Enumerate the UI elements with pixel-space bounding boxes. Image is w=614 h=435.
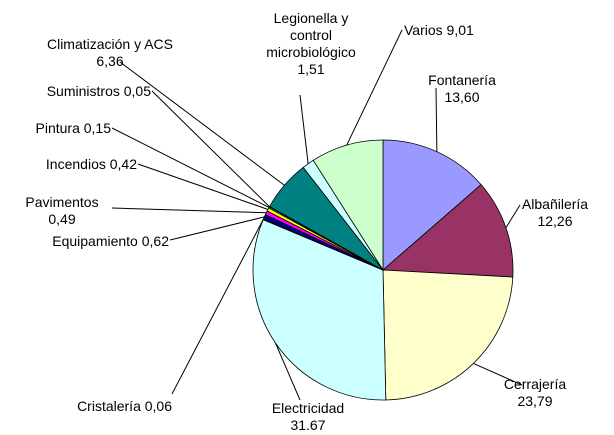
- leader-line: [299, 94, 309, 164]
- slice-name: Legionella y control microbiológico: [266, 10, 356, 60]
- slice-name: Albañilería: [521, 196, 589, 212]
- leader-line: [137, 163, 269, 210]
- slice-label: Incendios 0,42: [46, 156, 137, 173]
- slice-label: Electricidad 31.67: [256, 400, 360, 434]
- leader-line: [111, 207, 267, 214]
- pie-slice: [252, 219, 387, 401]
- slice-name: Cristalería: [77, 398, 141, 414]
- leader-line: [473, 362, 523, 386]
- slice-label: Cerrajería 23,79: [492, 376, 578, 410]
- leader-line: [151, 90, 270, 208]
- leader-line: [111, 127, 270, 208]
- slice-value: 31.67: [290, 417, 326, 433]
- leader-line: [169, 216, 265, 241]
- leader-line: [171, 219, 264, 395]
- slice-name: Pavimentos: [25, 194, 99, 210]
- slice-value: 1,51: [297, 61, 325, 77]
- slice-name: Incendios: [45, 156, 106, 172]
- slice-label: Climatización y ACS 6,36: [40, 36, 180, 70]
- slice-label: Suministros 0,05: [47, 83, 151, 100]
- slice-value: 13,60: [444, 89, 480, 105]
- pie-slice: [382, 269, 514, 401]
- slice-name: Equipamiento: [52, 233, 138, 249]
- slice-label: Fontanería 13,60: [420, 72, 504, 106]
- leader-line: [435, 87, 438, 152]
- slice-name: Pintura: [35, 120, 80, 136]
- slice-name: Climatización y ACS: [46, 36, 174, 52]
- slice-label: Albañilería 12,26: [512, 196, 598, 230]
- slice-label: Pavimentos 0,49: [12, 194, 112, 228]
- leader-line: [505, 204, 521, 229]
- leader-line: [119, 61, 285, 186]
- slice-name: Cerrajería: [503, 376, 567, 392]
- slice-label: Varios 9,01: [404, 22, 474, 39]
- slice-value: 12,26: [537, 213, 573, 229]
- leader-line: [346, 29, 403, 146]
- slice-value: 6,36: [96, 53, 124, 69]
- leader-line: [275, 342, 301, 401]
- slice-value: 0,05: [123, 83, 151, 99]
- slice-label: Cristalería 0,06: [77, 398, 172, 415]
- slice-name: Suministros: [46, 83, 120, 99]
- slice-value: 23,79: [517, 393, 553, 409]
- slice-name: Fontanería: [428, 72, 496, 88]
- slice-value: 9,01: [446, 22, 474, 38]
- slice-label: Legionella y control microbiológico 1,51: [252, 10, 370, 78]
- slice-value: 0,62: [141, 233, 169, 249]
- slice-label: Equipamiento 0,62: [52, 233, 169, 250]
- pie-slice: [381, 184, 514, 278]
- slice-name: Varios: [404, 22, 443, 38]
- slice-label: Pintura 0,15: [36, 120, 112, 137]
- slice-name: Electricidad: [271, 400, 345, 416]
- slice-value: 0,49: [48, 211, 76, 227]
- slice-value: 0,15: [83, 120, 111, 136]
- slice-value: 0,06: [144, 398, 172, 414]
- slice-value: 0,42: [109, 156, 137, 172]
